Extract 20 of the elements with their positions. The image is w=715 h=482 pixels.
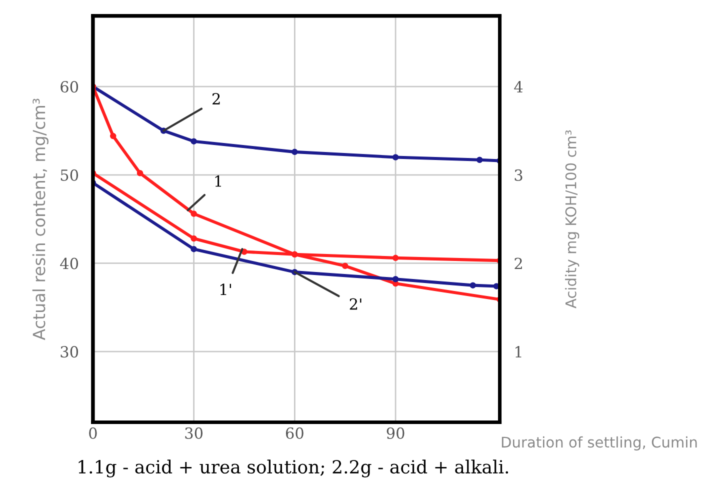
text: 1.1g - acid + urea solution; 2.2g - acid + alkali. (78, 460, 508, 478)
x-axis-title: Duration of settling, Cumin (502, 436, 697, 450)
x-tick-label: 90 (386, 427, 404, 439)
y-axis-title: Actual resin content, mg/cm³ (32, 98, 49, 340)
y-tick-label: 60 (60, 81, 78, 93)
annotation: 2 (212, 93, 220, 104)
y2-tick-label: 1 (516, 346, 522, 358)
y-tick-label: 50 (60, 169, 78, 181)
y-tick-label: 30 (60, 346, 78, 358)
y2-tick-label: 3 (514, 169, 522, 181)
y-tick-label: 40 (60, 258, 78, 270)
annotation: 2' (350, 298, 362, 310)
y2-axis-title: Acidity mg KOH/100 cm³ (565, 130, 580, 308)
annotation: 1' (220, 284, 232, 295)
x-tick-label: 0 (89, 427, 97, 439)
y2-tick-label: 2 (514, 258, 522, 270)
y2-tick-label: 4 (514, 81, 523, 92)
x-tick-label: 30 (185, 427, 203, 439)
annotation: 1 (215, 175, 222, 187)
x-tick-label: 60 (286, 427, 304, 439)
